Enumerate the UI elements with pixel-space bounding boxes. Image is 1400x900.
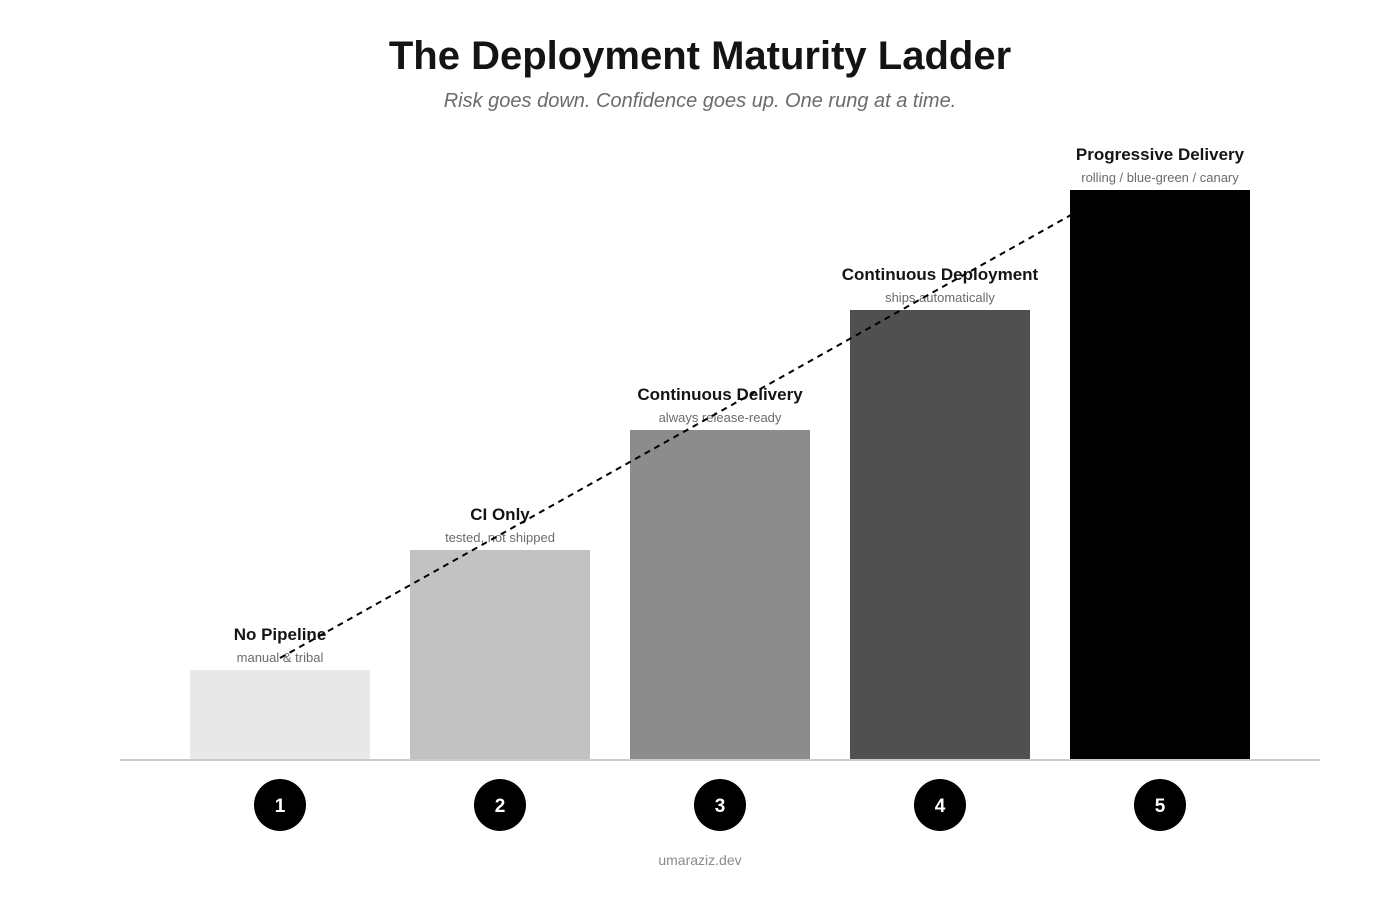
bars-layer xyxy=(190,190,1250,760)
badges-layer: 1 2 3 4 5 xyxy=(254,779,1186,831)
step-number-4: 4 xyxy=(935,796,946,817)
step-sublabel-2: tested, not shipped xyxy=(445,530,555,545)
step-badge-2 xyxy=(474,779,526,831)
step-bar-1 xyxy=(190,670,370,760)
step-label-5: Progressive Delivery xyxy=(1076,145,1245,164)
step-bar-5 xyxy=(1070,190,1250,760)
page-subtitle: Risk goes down. Confidence goes up. One … xyxy=(443,90,957,112)
trend-arrow xyxy=(279,190,1115,659)
step-badge-4 xyxy=(914,779,966,831)
step-bar-3 xyxy=(630,430,810,760)
footer-credit: umaraziz.dev xyxy=(658,852,742,868)
step-label-2: CI Only xyxy=(470,505,530,524)
step-sublabel-5: rolling / blue-green / canary xyxy=(1081,170,1239,185)
step-badge-3 xyxy=(694,779,746,831)
step-sublabel-3: always release-ready xyxy=(659,410,782,425)
step-badge-5 xyxy=(1134,779,1186,831)
step-label-1: No Pipeline xyxy=(234,625,327,644)
step-bar-4 xyxy=(850,310,1030,760)
step-number-1: 1 xyxy=(275,796,286,817)
step-label-4: Continuous Deployment xyxy=(842,265,1039,284)
step-number-2: 2 xyxy=(495,796,506,817)
step-bar-2 xyxy=(410,550,590,760)
step-number-5: 5 xyxy=(1155,796,1166,817)
step-label-3: Continuous Delivery xyxy=(637,385,803,404)
step-badge-1 xyxy=(254,779,306,831)
page-title: The Deployment Maturity Ladder xyxy=(388,34,1012,78)
step-number-3: 3 xyxy=(715,796,726,817)
step-sublabel-4: ships automatically xyxy=(885,290,995,305)
